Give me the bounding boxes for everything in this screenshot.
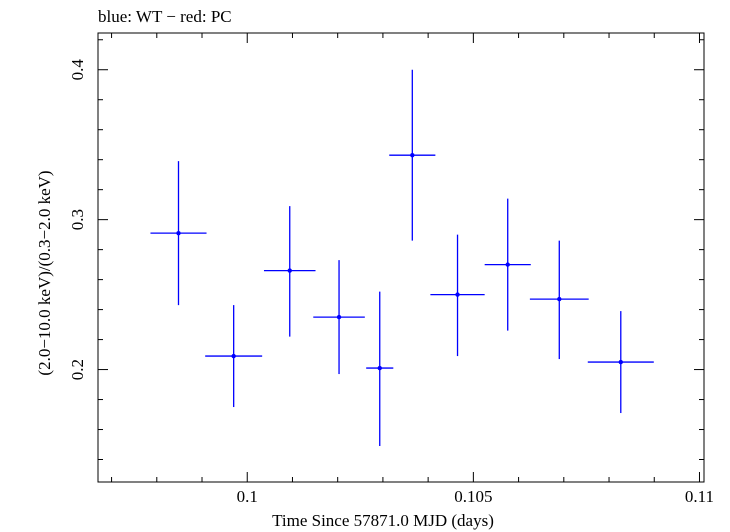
data-point: [455, 292, 460, 297]
data-point: [231, 353, 236, 359]
data-point: [410, 152, 415, 158]
data-point: [377, 365, 382, 371]
axes-frame: [97, 32, 705, 483]
data-point: [336, 314, 342, 320]
x-tick-label: 0.105: [454, 487, 492, 506]
data-point: [287, 268, 292, 273]
axis-ticks: [98, 33, 704, 482]
y-tick-label: 0.3: [68, 209, 87, 230]
data-series: [150, 69, 654, 447]
data-point: [176, 230, 181, 236]
data-point: [618, 359, 623, 365]
y-axis-label: (2.0−10.0 keV)/(0.3−2.0 keV): [35, 170, 54, 375]
x-tick-label: 0.11: [685, 487, 714, 506]
tick-labels: 0.1 0.105 0.11 0.2 0.3 0.4: [68, 59, 714, 506]
x-axis-label: Time Since 57871.0 MJD (days): [272, 511, 494, 530]
chart-title: blue: WT − red: PC: [98, 7, 232, 26]
y-tick-label: 0.2: [68, 359, 87, 380]
series-wt: [150, 69, 654, 447]
x-tick-label: 0.1: [237, 487, 258, 506]
y-tick-label: 0.4: [68, 59, 87, 81]
data-point: [557, 296, 562, 302]
plot-frame: [97, 32, 705, 483]
data-point: [505, 262, 510, 267]
